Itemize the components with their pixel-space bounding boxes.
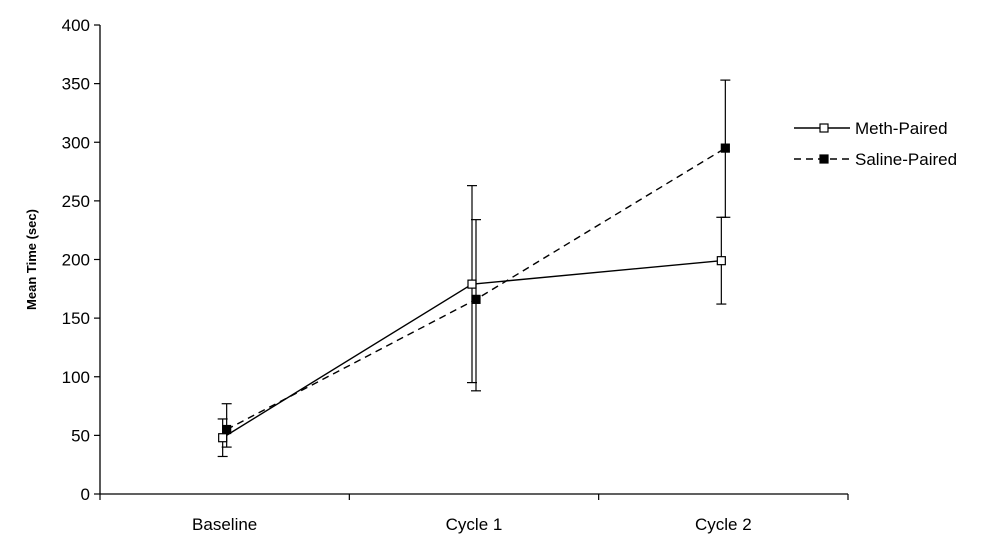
y-ticks: 0 50 100 150 200 250 300 350 400 <box>62 16 100 504</box>
legend-marker <box>819 154 829 164</box>
legend-item: Meth-Paired <box>794 119 948 138</box>
x-tick-label: Cycle 2 <box>695 515 752 534</box>
series-saline-paired <box>221 79 731 448</box>
y-tick-label: 50 <box>71 426 90 445</box>
axes <box>99 25 848 495</box>
y-tick-label: 400 <box>62 16 90 35</box>
y-tick-label: 250 <box>62 192 90 211</box>
data-point <box>471 294 481 304</box>
legend: Meth-Paired Saline-Paired <box>794 119 957 169</box>
legend-label: Meth-Paired <box>855 119 948 138</box>
x-tick-label: Cycle 1 <box>446 515 503 534</box>
y-tick-label: 300 <box>62 133 90 152</box>
legend-item: Saline-Paired <box>794 150 957 169</box>
series-layer <box>217 79 731 458</box>
legend-label: Saline-Paired <box>855 150 957 169</box>
data-point <box>467 279 477 289</box>
y-tick-label: 100 <box>62 368 90 387</box>
x-tick-label: Baseline <box>192 515 257 534</box>
x-ticks: Baseline Cycle 1 Cycle 2 <box>99 494 849 534</box>
data-point <box>222 424 232 435</box>
y-tick-label: 350 <box>62 75 90 94</box>
y-axis-label: Mean Time (sec) <box>24 209 39 310</box>
y-tick-label: 200 <box>62 251 90 270</box>
y-tick-label: 0 <box>81 485 90 504</box>
data-point <box>218 433 228 443</box>
data-point <box>720 143 730 153</box>
data-point <box>716 256 726 266</box>
legend-marker <box>819 123 829 133</box>
series-meth-paired <box>217 185 727 458</box>
y-tick-label: 150 <box>62 309 90 328</box>
